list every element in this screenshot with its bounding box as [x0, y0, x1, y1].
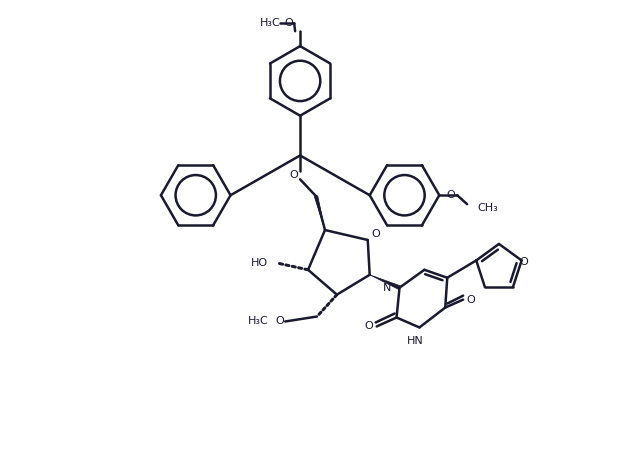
Text: CH₃: CH₃ — [477, 203, 498, 213]
Text: O: O — [371, 229, 380, 239]
Text: O: O — [290, 170, 298, 180]
Text: O: O — [285, 18, 294, 28]
Text: O: O — [519, 258, 528, 267]
Polygon shape — [314, 196, 325, 230]
Text: N: N — [383, 282, 392, 293]
Text: O: O — [364, 321, 373, 331]
Text: HN: HN — [407, 337, 424, 346]
Text: H₃C: H₃C — [248, 316, 268, 327]
Text: O: O — [467, 295, 476, 305]
Text: HO: HO — [251, 258, 268, 268]
Text: O: O — [447, 190, 456, 200]
Text: H₃C: H₃C — [260, 18, 281, 28]
Polygon shape — [370, 275, 400, 290]
Text: O: O — [276, 316, 285, 327]
